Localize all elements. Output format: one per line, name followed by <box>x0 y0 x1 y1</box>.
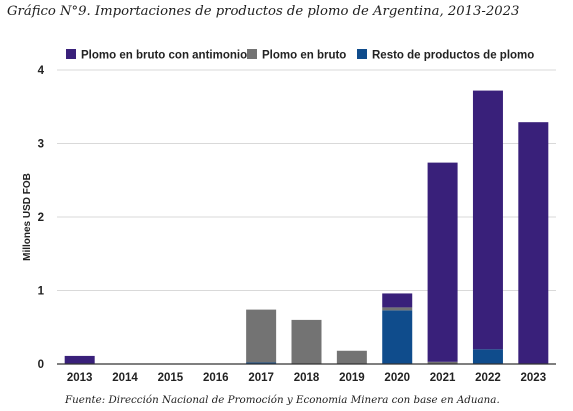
chart-legend: Plomo en bruto con antimonio Plomo en bru… <box>66 49 534 62</box>
y-tick-label: 0 <box>38 359 44 371</box>
stacked-bar-chart: Plomo en bruto con antimonio Plomo en bru… <box>22 49 556 384</box>
gridlines <box>57 69 556 291</box>
bar-segment <box>382 293 413 308</box>
legend-label: Resto de productos de plomo <box>372 50 534 62</box>
x-tick-label: 2017 <box>248 372 274 384</box>
chart-title: Gráfico N°9. Importaciones de productos … <box>7 4 520 19</box>
bar-segment <box>472 90 503 350</box>
chart-source-note: Fuente: Dirección Nacional de Promoción … <box>65 394 500 406</box>
legend-label: Plomo en bruto con antimonio <box>81 50 247 62</box>
bar-segment <box>427 162 458 362</box>
y-tick-label: 4 <box>38 65 45 77</box>
legend-label: Plomo en bruto <box>262 50 346 62</box>
bar-segment <box>246 309 277 363</box>
bar-segment <box>382 310 413 364</box>
legend-swatch <box>66 49 76 59</box>
bar-segment <box>291 319 322 364</box>
x-tick-label: 2022 <box>475 372 501 384</box>
x-tick-label: 2015 <box>158 372 184 384</box>
y-tick-label: 2 <box>38 212 44 224</box>
bar-segment <box>382 307 413 311</box>
bar-segment <box>246 362 277 364</box>
legend-swatch <box>357 49 367 59</box>
legend-swatch <box>247 49 257 59</box>
y-tick-label: 3 <box>38 139 44 151</box>
x-tick-label: 2019 <box>339 372 365 384</box>
axes: 0 1 2 3 4 2013 2014 2015 2016 2017 2018 2019 2020 202… <box>38 65 556 384</box>
y-tick-label: 1 <box>38 286 45 298</box>
bar-segment <box>518 122 549 364</box>
x-tick-label: 2020 <box>384 372 410 384</box>
y-axis-title: Millones USD FOB <box>22 173 33 261</box>
x-tick-label: 2014 <box>112 372 138 384</box>
x-tick-label: 2013 <box>67 372 93 384</box>
x-tick-label: 2021 <box>430 372 456 384</box>
bar-segment <box>64 355 95 364</box>
bars <box>64 90 549 365</box>
x-tick-label: 2023 <box>521 372 547 384</box>
bar-segment <box>427 361 458 364</box>
x-tick-label: 2018 <box>294 372 320 384</box>
x-tick-label: 2016 <box>203 372 229 384</box>
bar-segment <box>336 350 367 364</box>
bar-segment <box>472 349 503 364</box>
